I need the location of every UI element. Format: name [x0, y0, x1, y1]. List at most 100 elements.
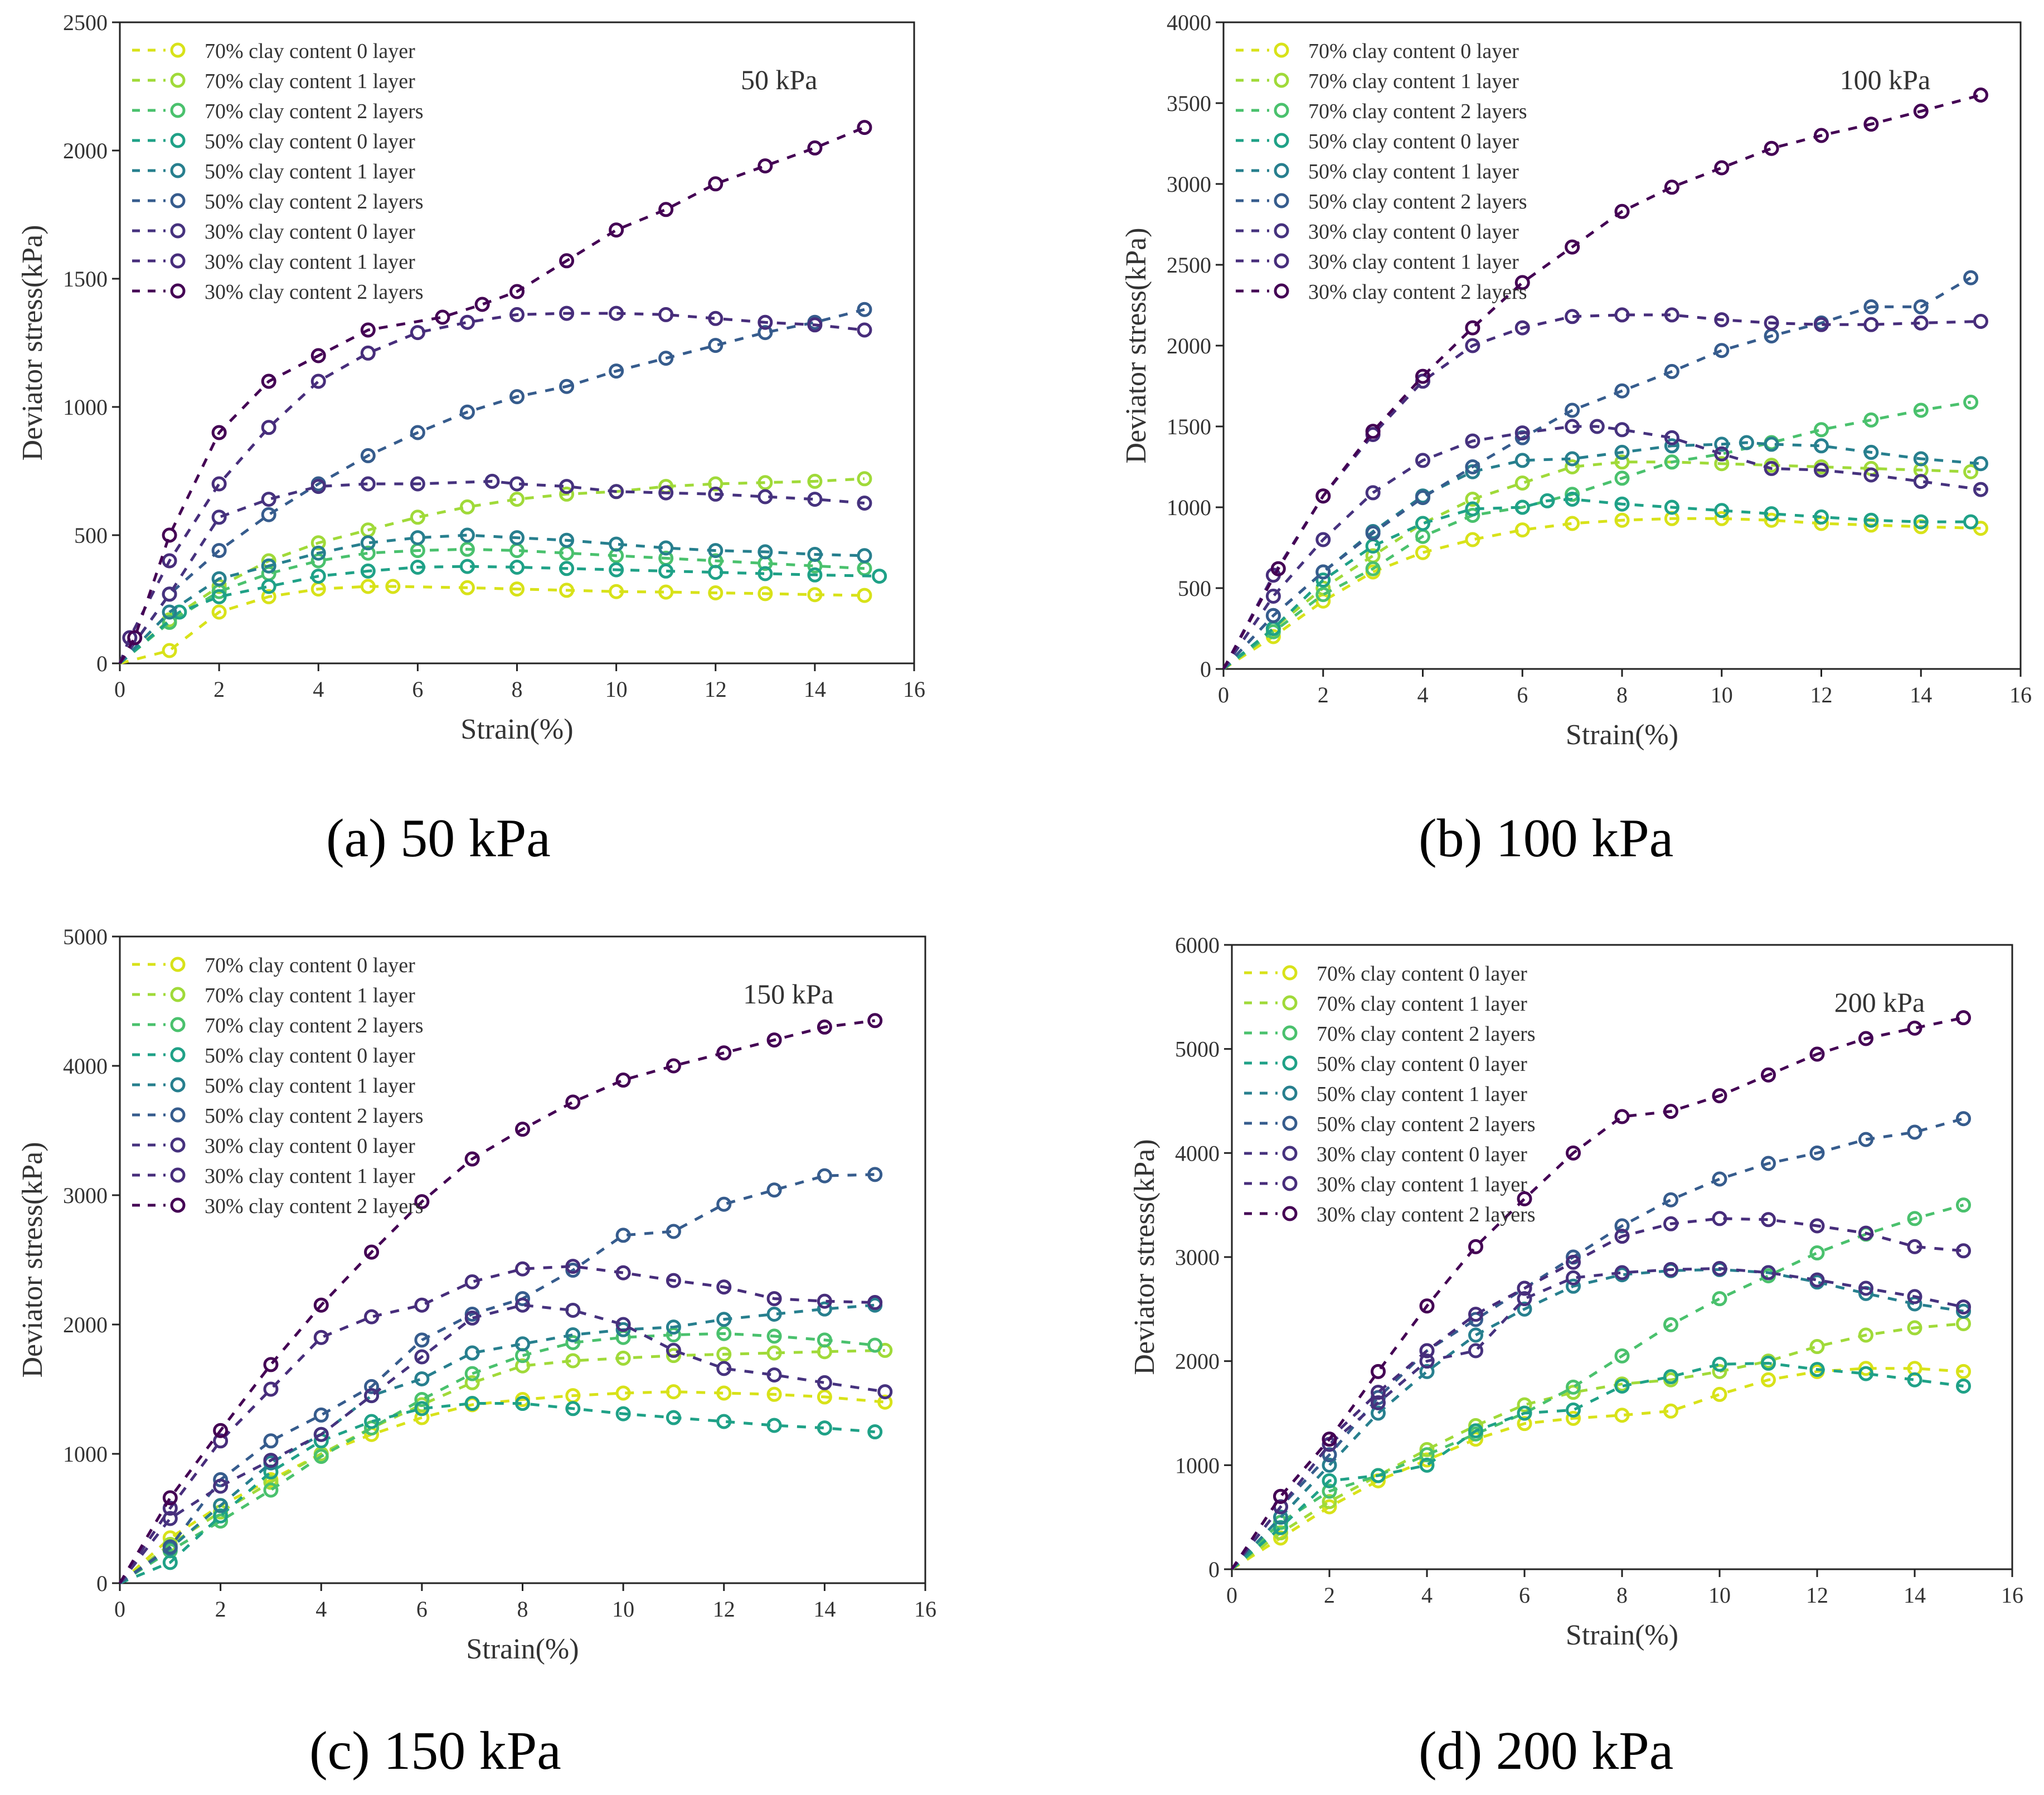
data-point — [1913, 474, 1929, 489]
data-point — [559, 561, 575, 576]
series-8 — [1230, 1211, 1971, 1570]
data-point — [211, 589, 227, 604]
series-3 — [119, 541, 872, 664]
y-tick-label: 2000 — [1167, 333, 1211, 358]
data-point — [313, 1330, 329, 1345]
legend-marker — [1274, 72, 1289, 88]
data-point — [1712, 1356, 1727, 1372]
x-tick-label: 6 — [1517, 682, 1528, 707]
x-tick-label: 0 — [114, 1597, 125, 1622]
data-point — [1614, 496, 1630, 512]
data-point — [807, 587, 823, 603]
legend-marker — [170, 42, 186, 58]
data-point — [565, 1327, 581, 1343]
legend-entry: 30% clay content 1 layer — [205, 1165, 415, 1188]
data-point — [1517, 1301, 1532, 1317]
data-point — [609, 363, 624, 379]
legend-marker — [170, 253, 186, 269]
data-point — [1565, 419, 1580, 434]
data-point — [1913, 402, 1929, 418]
data-point — [758, 566, 773, 581]
data-point — [1714, 160, 1730, 176]
data-point — [1664, 499, 1679, 515]
data-point — [615, 1322, 631, 1337]
data-point — [1858, 1132, 1873, 1147]
legend-entry: 50% clay content 2 layers — [205, 1104, 424, 1128]
legend: 70% clay content 0 layer 70% clay content… — [132, 954, 424, 1218]
data-point — [1863, 317, 1879, 332]
data-point — [867, 1424, 883, 1440]
data-point — [360, 545, 376, 561]
data-point — [1371, 1385, 1386, 1400]
data-point — [1565, 239, 1580, 255]
data-point — [172, 604, 187, 620]
data-point — [1907, 1320, 1922, 1336]
data-point — [817, 1301, 832, 1317]
legend-marker — [1274, 103, 1289, 118]
data-point — [559, 253, 575, 269]
data-point — [1566, 1145, 1581, 1161]
series-5 — [119, 527, 872, 664]
x-tick-label: 4 — [315, 1597, 327, 1622]
data-point — [1270, 561, 1286, 576]
data-point — [1614, 422, 1630, 438]
data-point — [1714, 436, 1730, 452]
data-point — [509, 560, 525, 575]
data-point — [565, 1094, 581, 1110]
series-line — [119, 1303, 886, 1584]
x-tick-label: 6 — [416, 1597, 428, 1622]
data-point — [261, 579, 276, 594]
data-point — [261, 420, 276, 435]
data-point — [509, 530, 525, 546]
data-point — [515, 1122, 530, 1137]
data-point — [1863, 117, 1879, 132]
data-point — [565, 1335, 581, 1350]
series-line — [1231, 1367, 1964, 1571]
data-point — [410, 560, 425, 575]
legend-marker — [170, 1047, 186, 1063]
data-point — [1614, 1265, 1630, 1280]
legend-marker — [170, 72, 186, 88]
legend-marker — [170, 1137, 186, 1153]
data-point — [213, 1498, 229, 1513]
data-point — [1761, 1355, 1776, 1371]
data-point — [360, 476, 376, 492]
series-line — [1231, 1268, 1964, 1570]
data-point — [1663, 1262, 1678, 1277]
y-tick-label: 2500 — [1167, 253, 1211, 278]
data-point — [459, 314, 475, 330]
data-point — [1907, 1239, 1922, 1254]
x-tick-label: 4 — [313, 677, 324, 702]
series-line — [118, 479, 865, 664]
legend-entry: 70% clay content 1 layer — [1308, 70, 1519, 93]
data-point — [1371, 1364, 1386, 1379]
series-7 — [118, 473, 872, 664]
series-3 — [119, 1326, 883, 1585]
x-tick-label: 12 — [713, 1597, 735, 1622]
data-point — [666, 1224, 681, 1239]
data-point — [1761, 1212, 1776, 1228]
data-point — [877, 1394, 893, 1410]
legend-marker — [170, 1077, 186, 1093]
legend-marker — [1282, 1025, 1298, 1041]
data-point — [1517, 1397, 1532, 1413]
data-point — [213, 1433, 229, 1449]
y-tick-label: 2000 — [1175, 1349, 1220, 1374]
data-point — [310, 348, 326, 363]
series-line — [1230, 1217, 1964, 1570]
pressure-annotation: 100 kPa — [1840, 64, 1931, 95]
data-point — [867, 1167, 883, 1182]
data-point — [414, 1332, 430, 1348]
pressure-annotation: 50 kPa — [741, 64, 818, 95]
data-point — [758, 489, 773, 504]
data-point — [1973, 456, 1988, 472]
legend-marker — [1274, 163, 1289, 178]
data-point — [1371, 1395, 1386, 1410]
series-9 — [118, 120, 872, 664]
legend-entry: 30% clay content 0 layer — [1317, 1143, 1527, 1166]
data-point — [1415, 516, 1430, 531]
data-point — [615, 1265, 631, 1280]
data-point — [708, 476, 724, 492]
data-point — [474, 297, 490, 312]
